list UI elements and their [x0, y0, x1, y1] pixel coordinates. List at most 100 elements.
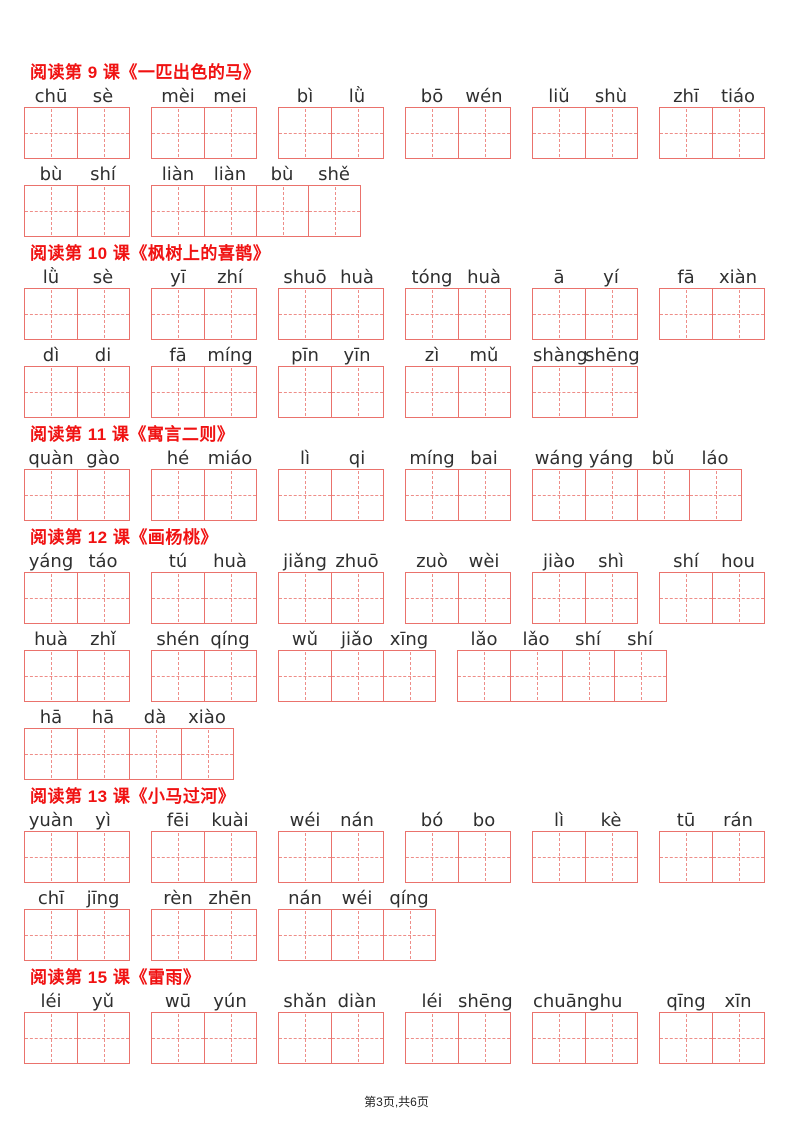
- writing-box: [279, 470, 331, 520]
- pinyin-syllable: fā: [677, 267, 695, 288]
- writing-box: [331, 910, 383, 960]
- pinyin-row: chū sè: [24, 84, 130, 107]
- writing-box: [204, 1013, 256, 1063]
- writing-box: [25, 289, 77, 339]
- pinyin-syllable: pīn: [291, 345, 319, 366]
- writing-box: [689, 470, 741, 520]
- writing-box: [533, 1013, 585, 1063]
- word-block: hā hā dà xiào: [24, 705, 234, 780]
- writing-box: [510, 651, 562, 701]
- writing-box: [279, 367, 331, 417]
- writing-box: [533, 832, 585, 882]
- writing-box: [77, 289, 129, 339]
- writing-grid: [151, 831, 257, 883]
- word-block: chuāng hu: [532, 989, 638, 1064]
- word-row: yuàn yì fēi kuài wéi nán bó bo lì kè tū rán: [24, 808, 769, 883]
- pinyin-row: jiǎng zhuō: [278, 549, 384, 572]
- writing-box: [152, 470, 204, 520]
- writing-box: [25, 910, 77, 960]
- pinyin-row: dì di: [24, 343, 130, 366]
- pinyin-row: lì kè: [532, 808, 638, 831]
- pinyin-syllable: shí: [90, 164, 116, 185]
- pinyin-syllable: shǎn: [283, 991, 327, 1012]
- writing-box: [152, 832, 204, 882]
- pinyin-row: lǎo lǎo shí shí: [457, 627, 667, 650]
- pinyin-syllable: xīng: [389, 629, 429, 650]
- writing-box: [204, 832, 256, 882]
- writing-grid: [151, 650, 257, 702]
- pinyin-syllable: nán: [288, 888, 322, 909]
- writing-grid: [532, 366, 638, 418]
- pinyin-row: shuō huà: [278, 265, 384, 288]
- writing-box: [152, 910, 204, 960]
- writing-grid: [405, 572, 511, 624]
- pinyin-syllable: huà: [213, 551, 247, 572]
- writing-box: [152, 1013, 204, 1063]
- word-row: chū sè mèi mei bì lǜ bō wén liǔ shù zhī tiáo: [24, 84, 769, 159]
- pinyin-syllable: lǜ: [42, 267, 60, 288]
- pinyin-syllable: shí: [673, 551, 699, 572]
- pinyin-syllable: qi: [348, 448, 366, 469]
- pinyin-row: yī zhí: [151, 265, 257, 288]
- pinyin-row: wéi nán: [278, 808, 384, 831]
- writing-box: [308, 186, 360, 236]
- word-block: shuō huà: [278, 265, 384, 340]
- pinyin-syllable: yǔ: [91, 991, 115, 1012]
- writing-box: [712, 289, 764, 339]
- word-row: hā hā dà xiào: [24, 705, 769, 780]
- writing-box: [458, 470, 510, 520]
- word-row: lǜ sè yī zhí shuō huà tóng huà ā yí fā xiàn: [24, 265, 769, 340]
- pinyin-row: fā xiàn: [659, 265, 765, 288]
- writing-box: [204, 651, 256, 701]
- word-block: bó bo: [405, 808, 511, 883]
- writing-box: [25, 186, 77, 236]
- pinyin-syllable: yuàn: [28, 810, 74, 831]
- writing-box: [712, 832, 764, 882]
- pinyin-row: zì mǔ: [405, 343, 511, 366]
- pinyin-row: fēi kuài: [151, 808, 257, 831]
- pinyin-row: chī jīng: [24, 886, 130, 909]
- pinyin-syllable: zhuō: [335, 551, 379, 572]
- pinyin-row: zuò wèi: [405, 549, 511, 572]
- pinyin-row: tóng huà: [405, 265, 511, 288]
- section-title: 阅读第 11 课《寓言二则》: [30, 425, 235, 444]
- section-title: 阅读第 9 课《一匹出色的马》: [30, 63, 261, 82]
- pinyin-syllable: jiǎng: [283, 551, 327, 572]
- pinyin-row: zhī tiáo: [659, 84, 765, 107]
- writing-grid: [405, 831, 511, 883]
- pinyin-syllable: nán: [340, 810, 374, 831]
- pinyin-syllable: lì: [553, 810, 564, 831]
- writing-box: [256, 186, 308, 236]
- writing-grid: [532, 107, 638, 159]
- pinyin-syllable: dà: [143, 707, 167, 728]
- word-block: fēi kuài: [151, 808, 257, 883]
- writing-box: [660, 573, 712, 623]
- writing-grid: [405, 366, 511, 418]
- pinyin-syllable: jiào: [542, 551, 576, 572]
- worksheet-section: 阅读第 15 课《雷雨》 léi yǔ wū yún shǎn diàn léi shēng ch…: [24, 969, 769, 1064]
- writing-box: [77, 367, 129, 417]
- pinyin-row: bù shí: [24, 162, 130, 185]
- writing-box: [406, 470, 458, 520]
- writing-box: [77, 1013, 129, 1063]
- pinyin-row: bó bo: [405, 808, 511, 831]
- writing-box: [406, 367, 458, 417]
- pinyin-syllable: zuò: [416, 551, 448, 572]
- writing-box: [279, 289, 331, 339]
- word-block: liǔ shù: [532, 84, 638, 159]
- pinyin-row: wū yún: [151, 989, 257, 1012]
- writing-grid: [278, 650, 436, 702]
- pinyin-syllable: léi: [421, 991, 443, 1012]
- page-number: 第3页,共6页: [364, 1095, 429, 1109]
- pinyin-syllable: shí: [575, 629, 601, 650]
- pinyin-syllable: sè: [92, 267, 114, 288]
- writing-box: [458, 289, 510, 339]
- pinyin-syllable: míng: [409, 448, 455, 469]
- writing-grid: [24, 107, 130, 159]
- pinyin-row: ā yí: [532, 265, 638, 288]
- pinyin-syllable: quàn: [28, 448, 74, 469]
- pinyin-syllable: wū: [164, 991, 192, 1012]
- writing-box: [562, 651, 614, 701]
- writing-grid: [278, 831, 384, 883]
- pinyin-syllable: chī: [37, 888, 65, 909]
